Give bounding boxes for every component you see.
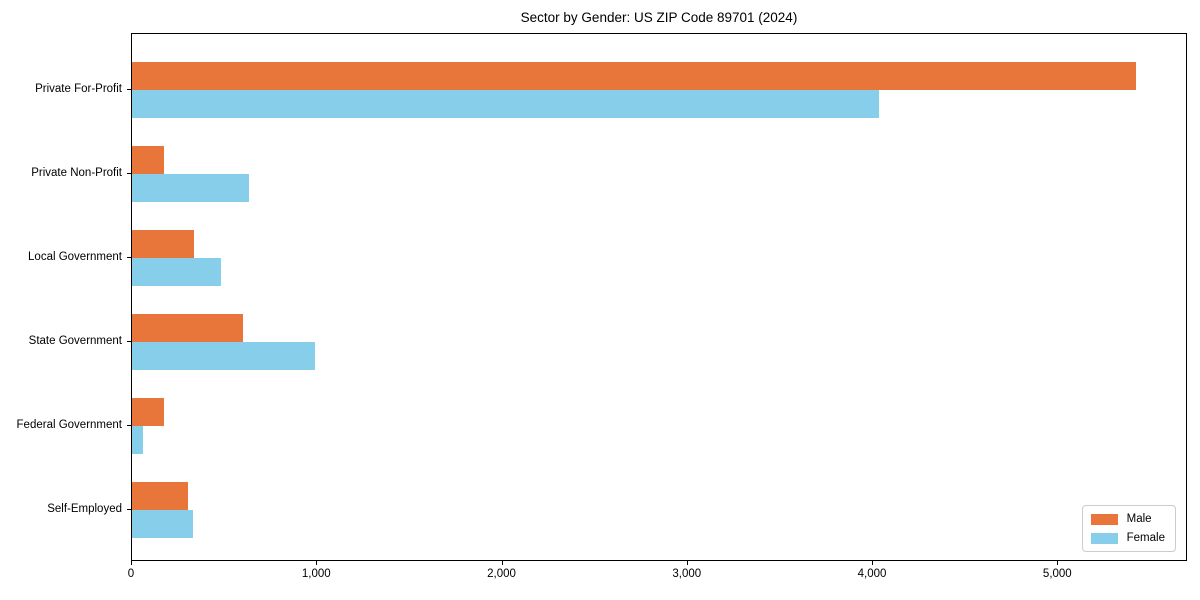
y-axis-label-local-government: Local Government [28, 251, 122, 263]
chart-title: Sector by Gender: US ZIP Code 89701 (202… [520, 10, 798, 25]
legend-item-male: Male [1090, 513, 1165, 525]
y-tick-mark [127, 425, 131, 426]
legend-swatch-female [1090, 532, 1118, 544]
x-axis-tick-label-0: 0 [127, 568, 135, 580]
y-tick-mark [127, 509, 131, 510]
x-tick-mark [131, 561, 132, 565]
legend: Male Female [1081, 505, 1176, 552]
x-tick-mark [1057, 561, 1059, 565]
legend-item-female: Female [1090, 532, 1165, 544]
y-axis-label-federal-government: Federal Government [16, 419, 122, 431]
bar-female-federal-government [132, 426, 144, 454]
y-tick-mark [127, 341, 131, 342]
y-axis-label-self-employed: Self-Employed [47, 503, 122, 515]
y-axis-label-private-non-profit: Private Non-Profit [31, 167, 122, 179]
x-axis-tick-label-2-000: 2,000 [487, 568, 516, 580]
bar-female-state-government [132, 342, 316, 370]
bar-female-self-employed [132, 510, 194, 538]
plot-area: Male Female [131, 33, 1187, 561]
x-axis-tick-label-4-000: 4,000 [857, 568, 887, 580]
x-tick-mark [872, 561, 874, 565]
bar-female-private-for-profit [132, 90, 879, 118]
legend-label-female: Female [1126, 532, 1165, 544]
x-axis-tick-label-1-000: 1,000 [301, 568, 331, 580]
bar-male-private-non-profit [132, 146, 165, 174]
x-axis-tick-label-5-000: 5,000 [1042, 568, 1072, 580]
bar-male-state-government [132, 314, 244, 342]
bar-male-federal-government [132, 398, 165, 426]
bar-female-local-government [132, 258, 221, 286]
bar-female-private-non-profit [132, 174, 249, 202]
x-axis-tick-label-3-000: 3,000 [672, 568, 702, 580]
y-tick-mark [127, 257, 131, 258]
legend-swatch-male [1090, 513, 1118, 525]
y-axis-label-state-government: State Government [28, 335, 122, 347]
y-tick-mark [127, 89, 131, 90]
bar-male-private-for-profit [132, 62, 1137, 90]
bar-male-local-government [132, 230, 195, 258]
bar-male-self-employed [132, 482, 188, 510]
y-tick-mark [127, 173, 131, 174]
legend-label-male: Male [1126, 513, 1152, 525]
x-tick-mark [686, 561, 688, 565]
x-tick-mark [501, 561, 503, 565]
x-tick-mark [316, 561, 318, 565]
y-axis-label-private-for-profit: Private For-Profit [35, 83, 122, 95]
